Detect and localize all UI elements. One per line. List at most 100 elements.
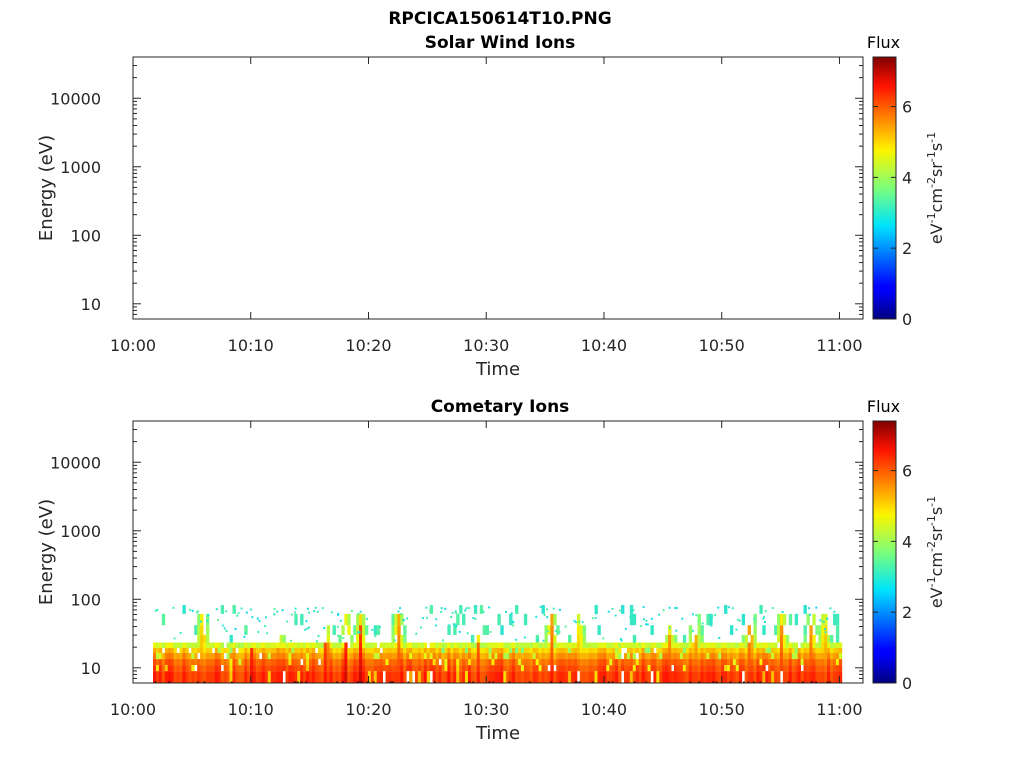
spectrogram-cell [200,653,204,660]
spectrogram-cell [182,605,186,614]
spectrogram-cell [409,671,413,683]
spectrogram-cell [747,648,751,654]
spectrogram-cell [550,653,554,660]
spectrogram-cell [468,607,471,610]
spectrogram-cell [447,659,451,666]
spectrogram-cell [261,659,266,666]
spectrogram-cell [529,659,534,666]
spectrogram-cell [391,634,395,643]
spectrogram-cell [626,665,631,672]
spectrogram-cell [623,665,628,672]
spectrogram-cell [306,627,309,630]
spectrogram-cell [550,648,554,654]
spectrogram-cell [435,642,439,649]
spectrogram-cell [303,648,307,654]
spectrogram-cell [376,653,381,660]
spectrogram-cell [578,681,581,683]
spectrogram-cell [185,648,189,654]
spectrogram-cell [329,642,333,649]
spectrogram-cell [189,608,192,611]
spectrogram-cell [326,642,331,649]
spectrogram-cell [668,625,672,635]
spectrogram-cell [815,681,818,683]
spectrogram-cell [727,659,731,666]
spectrogram-cell [815,648,819,654]
spectrogram-cell [629,671,634,683]
spectrogram-cell [294,671,298,683]
spectrogram-cell [335,659,339,666]
spectrogram-cell [309,648,313,654]
spectrogram-cell [236,614,239,617]
spectrogram-cell [353,659,357,666]
spectrogram-cell [750,659,754,666]
spectrogram-cell [768,659,772,666]
spectrogram-cell [344,665,348,672]
spectrogram-cell [440,610,443,613]
spectrogram-cell [612,671,616,683]
spectrogram-cell [588,642,592,649]
spectrogram-cell [832,613,837,626]
spectrogram-cell [323,671,328,683]
spectrogram-cell [412,659,416,666]
spectrogram-cell [282,665,286,672]
spectrogram-cell [629,605,634,614]
spectrogram-cell [494,665,498,672]
spectrogram-cell [300,648,304,654]
spectrogram-cell [208,659,213,666]
spectrogram-cell [435,648,439,654]
spectrogram-cell [506,671,510,683]
spectrogram-cell [838,642,843,649]
spectrogram-cell [306,659,310,666]
spectrogram-cell [367,671,372,683]
spectrogram-cell [400,671,404,683]
spectrogram-cell [350,659,354,666]
spectrogram-cell [344,659,348,666]
spectrogram-cell [256,642,260,649]
spectrogram-cell [247,653,251,660]
spectrogram-cell [267,659,272,666]
spectrogram-cell [225,630,228,633]
spectrogram-cell [332,659,336,666]
spectrogram-cell [309,653,313,660]
spectrogram-cell [291,671,295,683]
spectrogram-cell [512,624,515,627]
spectrogram-cell [668,665,672,672]
spectrogram-cell [313,610,316,613]
spectrogram-cell [650,648,654,654]
spectrogram-cell [603,665,607,672]
spectrogram-cell [544,648,548,654]
spectrogram-cell [518,659,522,666]
spectrogram-cell [220,653,225,660]
spectrogram-cell [803,659,807,666]
spectrogram-cell [243,635,246,638]
spectrogram-cell [591,681,594,683]
spectrogram-cell [744,634,749,643]
spectrogram-cell [341,648,345,654]
spectrogram-cell [523,653,528,660]
spectrogram-cell [774,648,778,654]
spectrogram-cell [161,642,166,649]
spectrogram-cell [647,659,651,666]
spectrogram-cell [568,665,572,672]
spectrogram-cell [317,671,322,683]
spectrogram-cell [476,659,481,666]
spectrogram-cell [217,619,220,622]
spectrogram-cell [326,625,331,635]
spectrogram-cell [818,642,822,649]
spectrogram-cell [753,659,757,666]
spectrogram-cell [456,671,460,683]
spectrogram-cell [244,659,248,666]
spectrogram-cell [362,625,366,635]
spectrogram-cell [247,648,251,654]
spectrogram-cell [173,637,176,640]
spectrogram-cell [765,648,769,654]
spectrogram-cell [806,642,810,649]
spectrogram-cell [300,613,304,626]
spectrogram-cell [750,634,754,643]
spectrogram-cell [515,638,518,641]
spectrogram-cell [167,653,172,660]
spectrogram-cell [279,653,283,660]
spectrogram-cell [341,665,345,672]
spectrogram-cell [688,659,693,666]
spectrogram-cell [232,648,236,654]
